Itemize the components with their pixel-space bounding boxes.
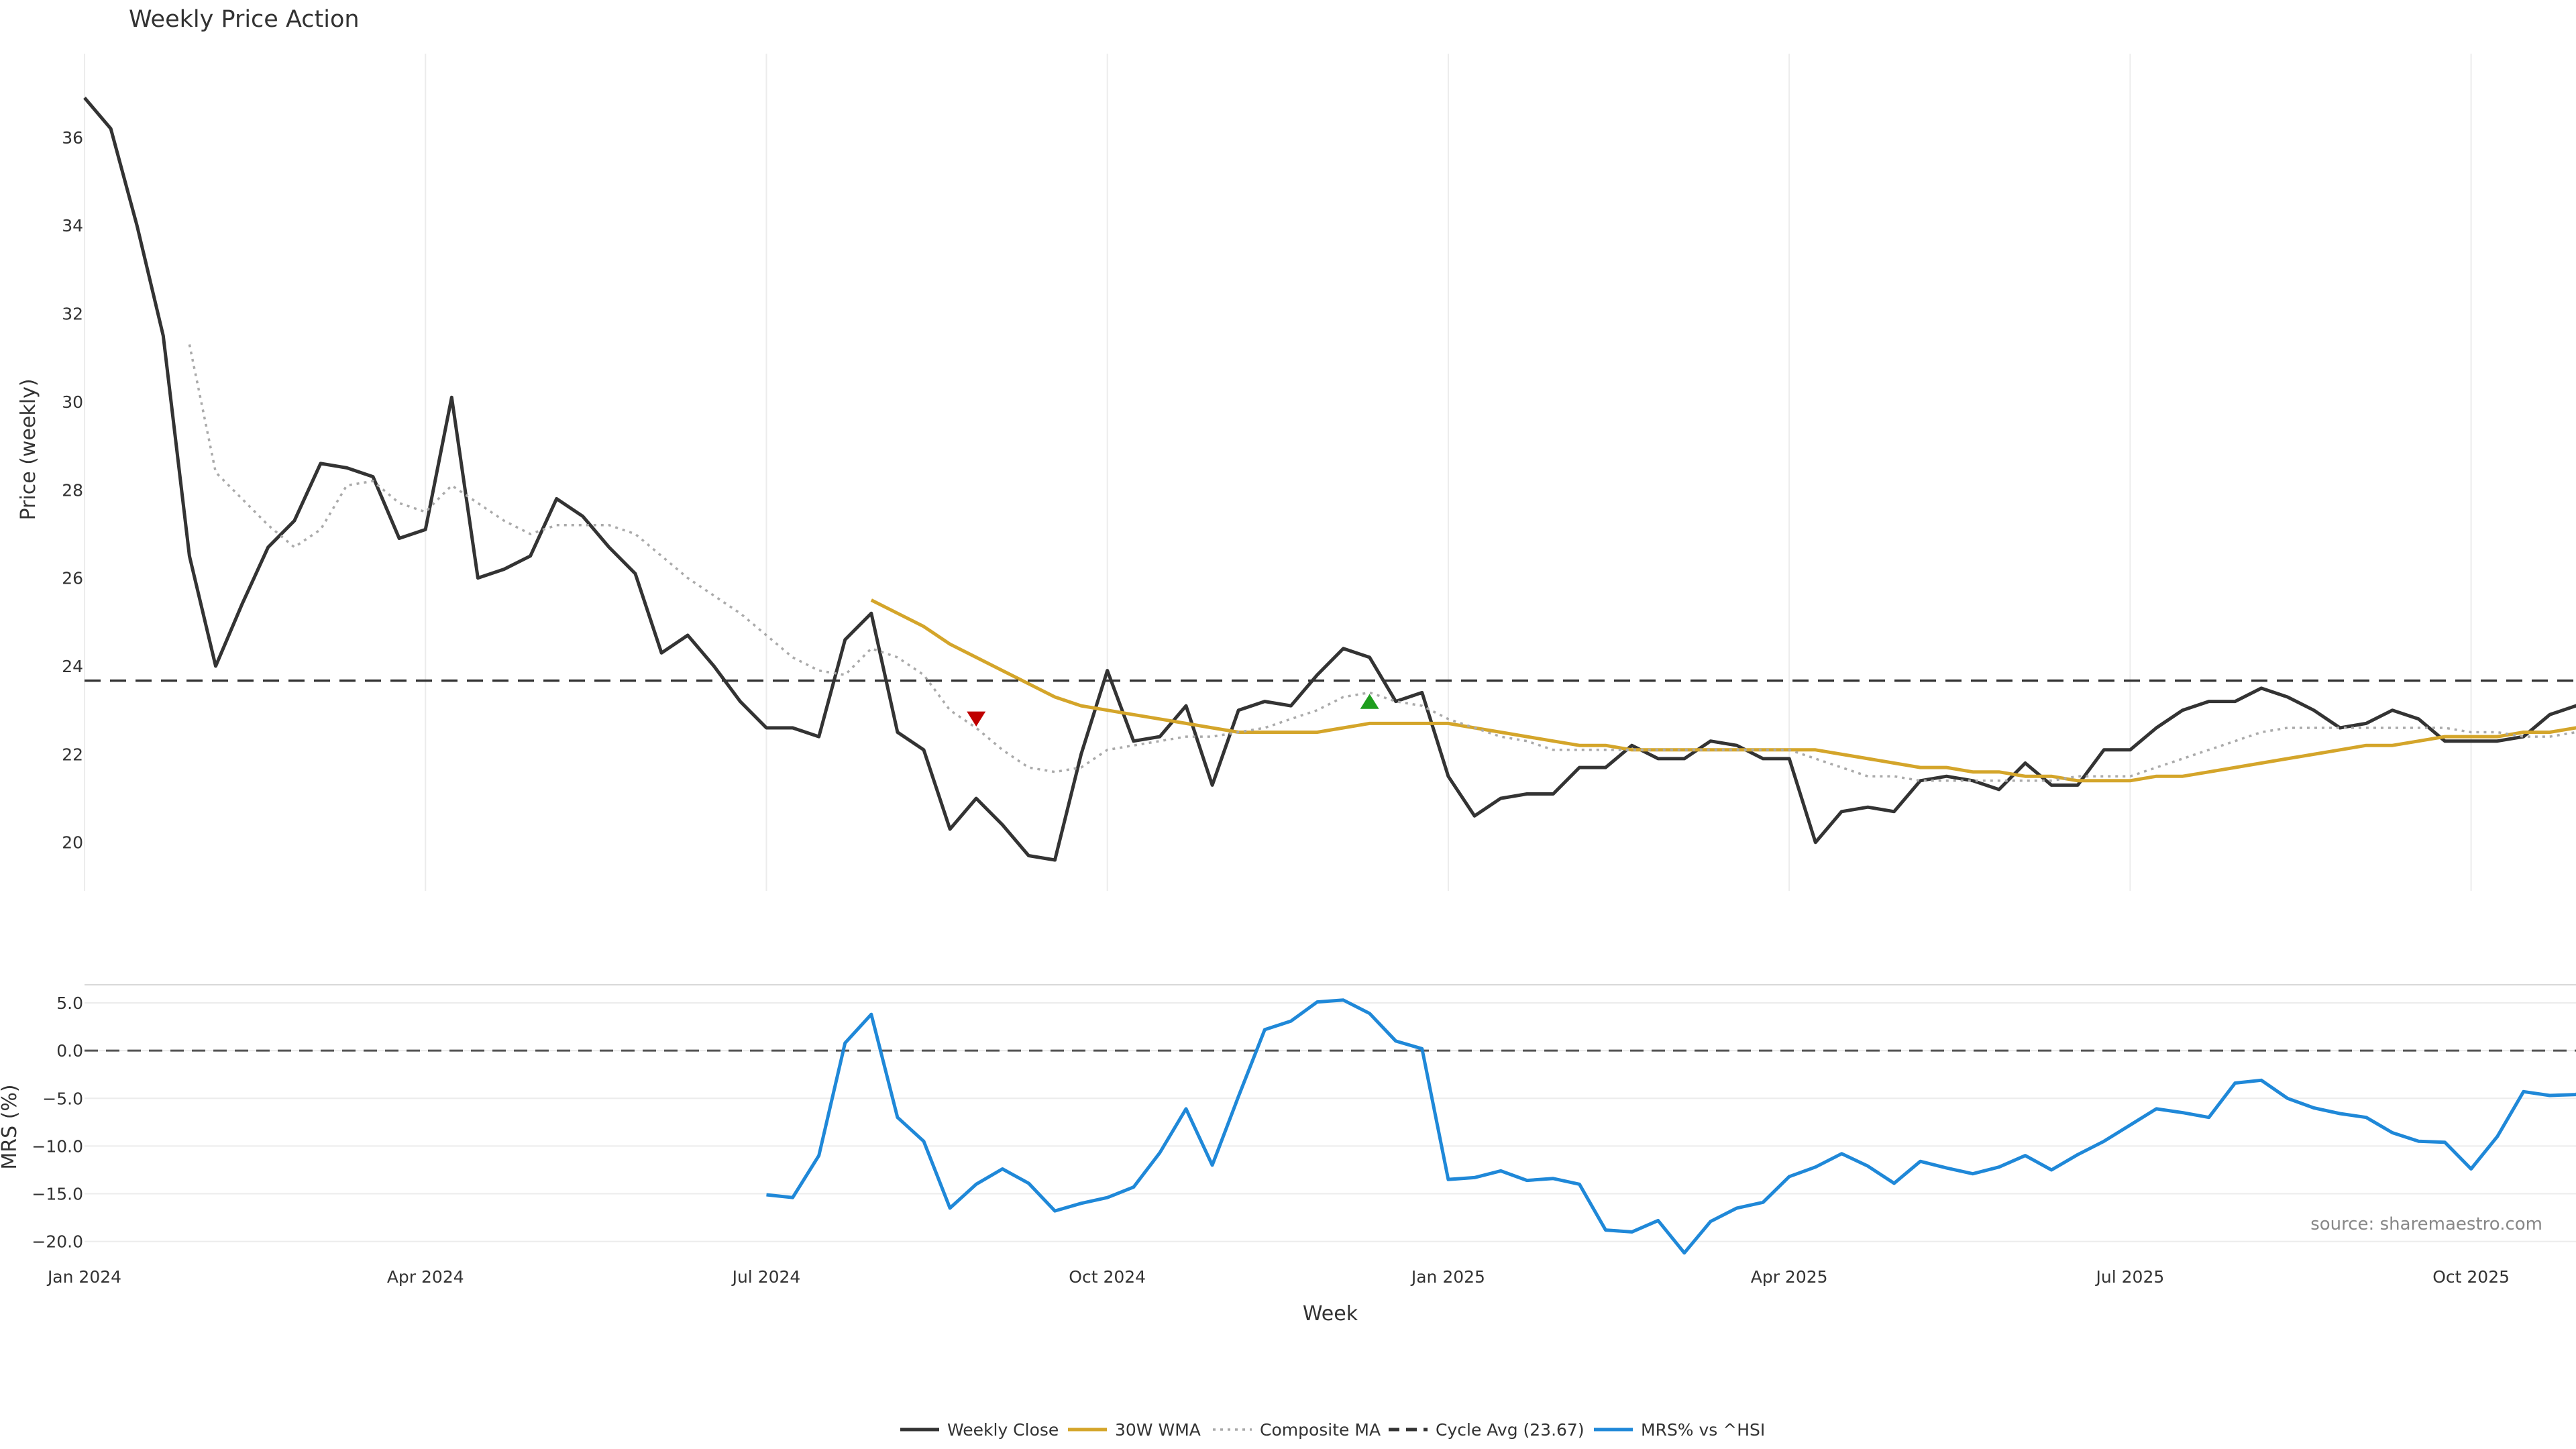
x-tick-label: Jul 2024 xyxy=(731,1267,801,1287)
legend-label: Cycle Avg (23.67) xyxy=(1436,1420,1585,1440)
source-note: source: sharemaestro.com xyxy=(2310,1214,2542,1234)
price-y-tick-label: 22 xyxy=(62,745,83,764)
x-tick-label: Jan 2024 xyxy=(46,1267,121,1287)
legend-item: 30W WMA xyxy=(1068,1420,1201,1440)
price-panel: 20 22 24 26 28 30 32 34 36 Price (weekly) xyxy=(17,54,2576,891)
legend: Weekly Close 30W WMA Composite MA Cycle Avg… xyxy=(900,1420,1765,1440)
series-composite-ma xyxy=(188,344,2576,782)
legend-item: MRS% vs ^HSI xyxy=(1594,1420,1765,1440)
price-y-tick-label: 36 xyxy=(62,128,83,148)
price-y-tick-label: 28 xyxy=(62,480,83,500)
chart-title: Weekly Price Action xyxy=(129,6,360,33)
price-y-tick-label: 32 xyxy=(62,305,83,324)
legend-label: 30W WMA xyxy=(1115,1420,1201,1440)
x-tick-label: Jan 2025 xyxy=(1410,1267,1485,1287)
x-axis-label: Week xyxy=(1303,1302,1358,1326)
buy-signal-marker xyxy=(1360,694,1379,709)
mrs-y-tick-label: −15.0 xyxy=(32,1185,83,1204)
legend-label: Composite MA xyxy=(1260,1420,1381,1440)
legend-item: Cycle Avg (23.67) xyxy=(1389,1420,1585,1440)
x-tick-label: Apr 2025 xyxy=(1751,1267,1828,1287)
price-y-tick-label: 34 xyxy=(62,216,83,235)
mrs-panel: 5.0 0.0 −5.0 −10.0 −15.0 −20.0 MRS (%) source… xyxy=(0,984,2576,1255)
x-tick-label: Oct 2025 xyxy=(2432,1267,2510,1287)
mrs-y-tick-label: 0.0 xyxy=(56,1041,83,1061)
series-mrs-vs-hsi xyxy=(766,998,2576,1255)
price-y-tick-label: 24 xyxy=(62,657,83,676)
price-y-axis-label: Price (weekly) xyxy=(17,378,40,520)
mrs-y-tick-label: −10.0 xyxy=(32,1136,83,1156)
mrs-y-tick-label: 5.0 xyxy=(56,994,83,1013)
legend-label: MRS% vs ^HSI xyxy=(1641,1420,1765,1440)
series-30w-wma xyxy=(870,598,2576,783)
x-tick-label: Apr 2024 xyxy=(387,1267,464,1287)
legend-item: Composite MA xyxy=(1213,1420,1381,1440)
x-tick-label: Oct 2024 xyxy=(1069,1267,1146,1287)
legend-label: Weekly Close xyxy=(947,1420,1059,1440)
x-axis: Jan 2024 Apr 2024 Jul 2024 Oct 2024 Jan 2025… xyxy=(46,1267,2510,1287)
price-y-tick-label: 20 xyxy=(62,833,83,853)
price-y-tick-label: 26 xyxy=(62,569,83,588)
mrs-y-tick-label: −5.0 xyxy=(42,1089,83,1108)
mrs-y-tick-label: −20.0 xyxy=(32,1232,83,1252)
price-y-tick-label: 30 xyxy=(62,392,83,412)
series-weekly-close xyxy=(83,97,2576,862)
legend-item: Weekly Close xyxy=(900,1420,1059,1440)
sell-signal-marker xyxy=(967,711,986,727)
x-tick-label: Jul 2025 xyxy=(2095,1267,2165,1287)
mrs-y-axis-label: MRS (%) xyxy=(0,1084,21,1169)
